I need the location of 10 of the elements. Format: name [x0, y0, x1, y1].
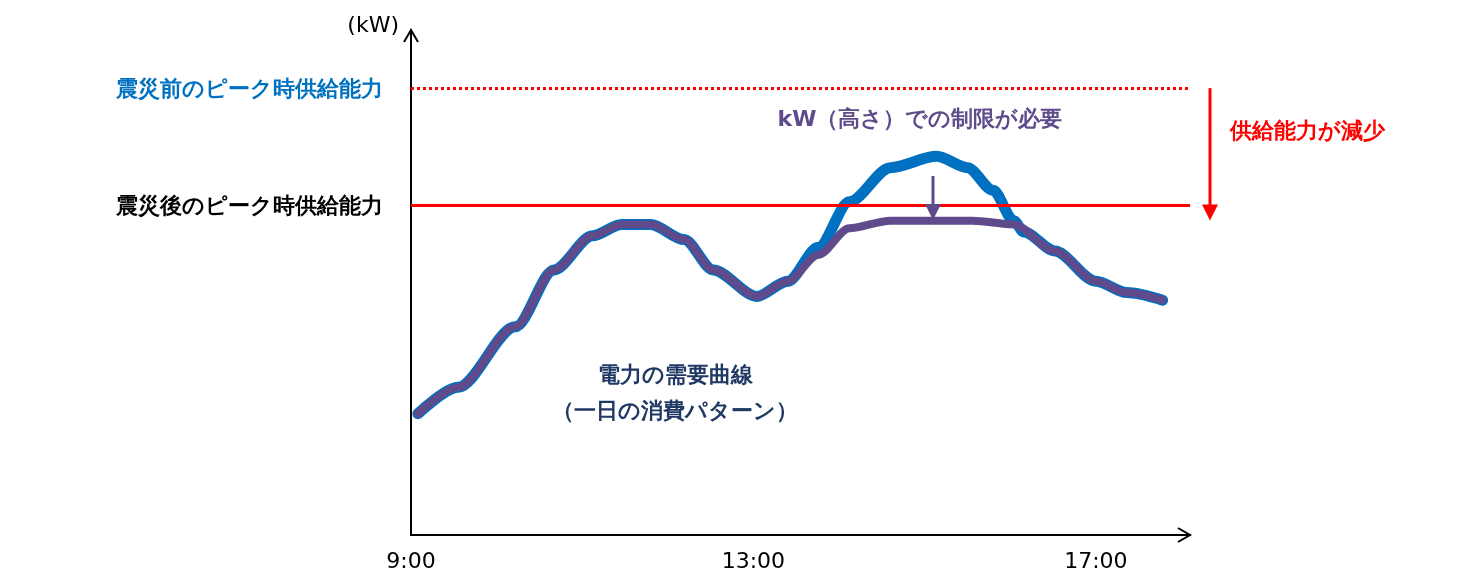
ref-line-label: 震災後のピーク時供給能力 — [115, 193, 383, 218]
text: kW（高さ）での制限が必要 — [777, 105, 1063, 133]
text: 供給能力が減少 — [1230, 117, 1385, 146]
annotation: 電力の需要曲線 — [597, 361, 753, 389]
annotation: （一日の消費パターン） — [552, 397, 798, 425]
x-tick-label: 9:00 — [386, 547, 436, 573]
text: (kW) — [347, 12, 399, 37]
ref-line-label: 震災前のピーク時供給能力 — [115, 75, 383, 101]
x-tick-label: 13:00 — [721, 547, 786, 573]
x-tick-label: 17:00 — [1064, 547, 1128, 573]
